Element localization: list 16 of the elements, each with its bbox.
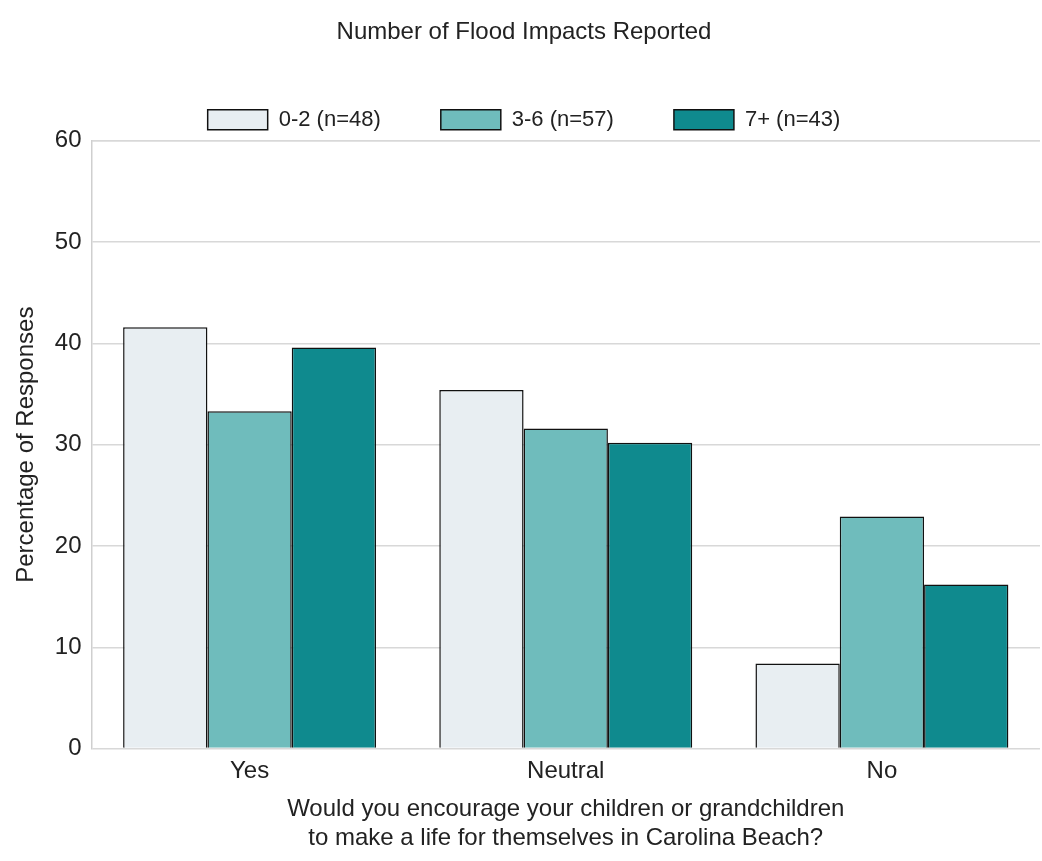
legend-label: 3-6 (n=57): [511, 105, 614, 131]
y-axis-title: Percentage of Responses: [11, 306, 39, 583]
x-tick-label: No: [866, 755, 898, 783]
legend-title: Number of Flood Impacts Reported: [336, 16, 712, 44]
y-tick-label: 10: [54, 631, 82, 659]
x-axis-title: Would you encourage your children or grandchildren to make a life for themselves in Carolina Beach?: [287, 794, 845, 851]
legend-label: 7+ (n=43): [744, 105, 841, 131]
y-tick-label: 30: [54, 429, 82, 457]
y-tick-label: 60: [54, 125, 82, 153]
x-tick-label: Yes: [230, 755, 270, 783]
y-tick-label: 40: [54, 328, 82, 356]
legend-label: 0-2 (n=48): [278, 105, 381, 131]
x-tick-label: Neutral: [527, 755, 605, 783]
y-tick-label: 50: [54, 226, 82, 254]
y-tick-label: 20: [54, 530, 82, 558]
y-tick-label: 0: [68, 733, 82, 761]
